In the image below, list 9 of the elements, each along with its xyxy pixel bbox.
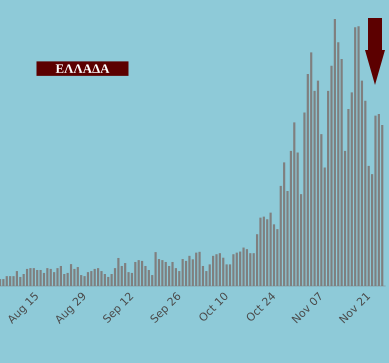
x-tick-label: Oct 10 — [199, 292, 228, 321]
x-tick-label: Nov 07 — [291, 292, 321, 324]
text: ΕΛΛΑΔΑ — [56, 64, 110, 73]
x-tick-label: Oct 24 — [246, 292, 276, 321]
x-tick-label: Sep 12 — [103, 292, 134, 323]
x-tick-label: Aug 29 — [56, 292, 86, 324]
x-tick-label: Aug 15 — [8, 292, 38, 324]
x-tick-label: Sep 26 — [150, 292, 180, 323]
x-tick-label: Nov 21 — [338, 293, 370, 324]
